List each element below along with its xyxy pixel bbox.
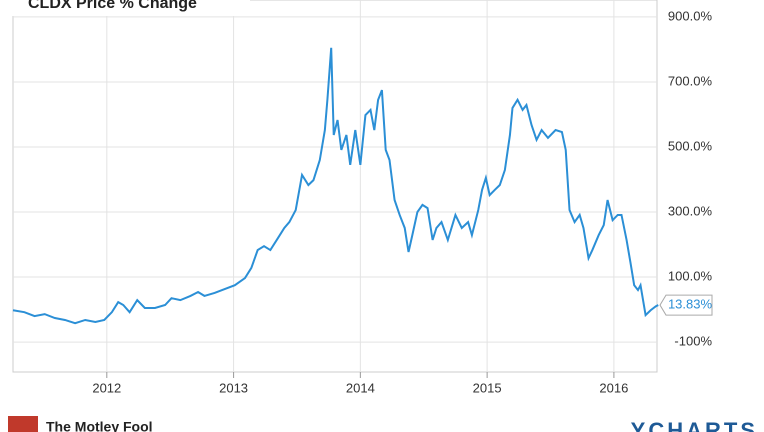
x-tick-label: 2012 bbox=[92, 380, 121, 395]
title-box bbox=[0, 0, 250, 16]
value-label-box bbox=[659, 294, 713, 316]
y-tick-label: 500.0% bbox=[668, 138, 713, 153]
footer-left: The Motley Fool bbox=[46, 419, 153, 432]
line bbox=[12, 47, 659, 325]
y-tick-label: 700.0% bbox=[668, 73, 713, 88]
y-tick-label: -100% bbox=[674, 334, 712, 349]
footer-right: YCHARTS bbox=[631, 418, 758, 432]
chart-title: CLDX Price % Change bbox=[28, 0, 197, 12]
x-tick-label: 2016 bbox=[599, 380, 628, 395]
value-label: 13.83% bbox=[668, 297, 713, 312]
x-tick-label: 2015 bbox=[473, 380, 502, 395]
y-tick-label: 900.0% bbox=[668, 8, 713, 23]
series bbox=[12, 47, 659, 325]
y-tick-label: 100.0% bbox=[668, 268, 713, 283]
y-tick-label: 300.0% bbox=[668, 203, 713, 218]
x-tick-label: 2013 bbox=[219, 380, 248, 395]
plot-area bbox=[12, 0, 658, 373]
grid bbox=[13, 0, 657, 372]
x-tick-label: 2014 bbox=[346, 380, 375, 395]
logo-icon bbox=[8, 416, 38, 432]
